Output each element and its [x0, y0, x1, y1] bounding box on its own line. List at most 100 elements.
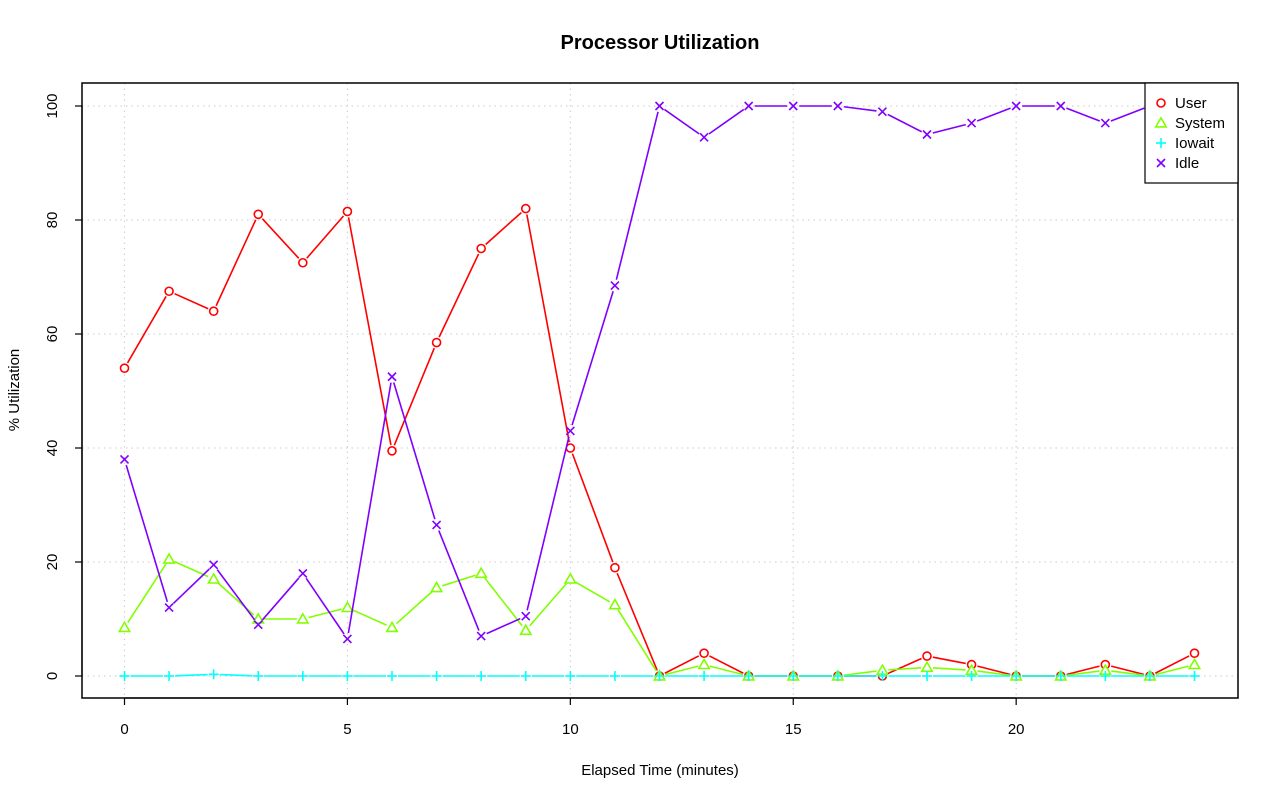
data-point-iowait: [164, 671, 175, 681]
data-point-idle: [1100, 118, 1110, 128]
y-tick-label: 0: [44, 672, 61, 680]
x-tick-label: 5: [343, 721, 351, 738]
data-point-iowait: [1011, 671, 1022, 681]
data-point-iowait: [609, 671, 620, 681]
data-point-user: [298, 257, 308, 268]
data-point-idle: [788, 101, 798, 111]
series-iowait: [119, 669, 1200, 681]
data-point-user: [387, 446, 397, 456]
data-point-iowait: [654, 671, 665, 681]
data-point-iowait: [1189, 671, 1200, 681]
data-point-iowait: [476, 671, 487, 681]
data-point-iowait: [966, 671, 977, 681]
data-point-iowait: [119, 671, 130, 681]
data-point-idle: [164, 603, 174, 613]
series-line-iowait: [130, 673, 1189, 677]
data-point-idle: [610, 280, 620, 291]
x-tick-label: 10: [562, 721, 579, 738]
data-point-idle: [476, 631, 486, 641]
data-point-iowait: [832, 671, 843, 681]
data-point-iowait: [387, 671, 397, 681]
data-point-idle: [877, 107, 887, 117]
legend-marker-system: [1154, 116, 1168, 128]
data-point-idle: [744, 101, 754, 111]
data-point-system: [296, 612, 310, 624]
data-point-user: [164, 286, 174, 297]
data-point-system: [519, 623, 533, 636]
x-axis-label: Elapsed Time (minutes): [581, 762, 739, 779]
data-point-iowait: [342, 671, 353, 681]
y-tick-label: 40: [44, 440, 61, 457]
data-point-system: [385, 620, 399, 633]
series-line-idle: [125, 105, 1191, 635]
data-point-user: [610, 562, 620, 573]
data-point-user: [520, 203, 531, 214]
x-tick-label: 20: [1008, 721, 1025, 738]
y-tick-label: 60: [44, 326, 61, 343]
data-point-user: [208, 306, 219, 317]
legend-item-iowait: Iowait: [1156, 135, 1215, 152]
data-point-iowait: [1100, 671, 1111, 681]
legend-label-iowait: Iowait: [1175, 135, 1215, 152]
x-tick-label: 0: [120, 721, 128, 738]
data-point-system: [162, 552, 176, 564]
data-point-iowait: [208, 669, 219, 680]
legend-item-system: System: [1154, 115, 1225, 132]
data-point-idle: [209, 560, 219, 570]
data-point-system: [207, 572, 221, 584]
data-point-idle: [699, 132, 709, 142]
data-point-idle: [922, 129, 932, 140]
data-point-idle: [833, 101, 843, 111]
series-system: [117, 552, 1202, 681]
y-axis-label: % Utilization: [6, 349, 23, 432]
legend-item-user: User: [1156, 95, 1207, 112]
legend-label-system: System: [1175, 115, 1225, 132]
data-point-system: [697, 657, 711, 670]
data-point-user: [431, 337, 442, 348]
data-point-idle: [565, 426, 575, 436]
data-point-user: [922, 651, 932, 661]
data-point-iowait: [297, 671, 308, 681]
data-point-iowait: [565, 671, 576, 681]
data-point-user: [342, 206, 353, 217]
legend-item-idle: Idle: [1156, 155, 1199, 172]
legend-marker-idle: [1156, 158, 1166, 168]
data-point-user: [699, 648, 709, 659]
series-layer: [117, 101, 1202, 681]
y-tick-label: 20: [44, 554, 61, 571]
data-point-iowait: [922, 671, 932, 681]
data-point-system: [251, 612, 265, 624]
data-point-iowait: [877, 671, 888, 681]
data-point-idle: [1011, 101, 1021, 111]
chart-title: Processor Utilization: [561, 32, 760, 54]
data-point-system: [1187, 657, 1202, 670]
data-point-idle: [298, 568, 308, 578]
data-point-idle: [253, 620, 263, 630]
data-point-idle: [967, 118, 977, 128]
data-point-system: [340, 600, 354, 613]
legend-label-idle: Idle: [1175, 155, 1199, 172]
data-point-idle: [432, 520, 442, 530]
data-point-idle: [387, 372, 397, 382]
data-point-system: [563, 572, 577, 584]
axes: 0 5 10 15 20 0 20 40 60 80 100: [44, 93, 1025, 738]
data-point-iowait: [743, 671, 754, 681]
legend: User System Iowait Idle: [1144, 82, 1239, 184]
data-point-iowait: [1144, 671, 1155, 681]
data-point-user: [1189, 648, 1200, 659]
data-point-user: [119, 363, 130, 374]
data-point-iowait: [699, 671, 710, 681]
data-point-system: [608, 597, 622, 610]
legend-marker-user: [1156, 98, 1166, 108]
data-point-system: [430, 580, 444, 593]
y-tick-label: 80: [44, 212, 61, 229]
data-point-idle: [1056, 101, 1066, 111]
data-point-system: [117, 620, 132, 633]
x-tick-label: 15: [785, 721, 802, 738]
data-point-idle: [654, 101, 665, 111]
data-point-idle: [521, 611, 531, 621]
series-line-system: [127, 560, 1189, 677]
data-point-system: [474, 566, 488, 579]
data-point-iowait: [1055, 671, 1066, 681]
